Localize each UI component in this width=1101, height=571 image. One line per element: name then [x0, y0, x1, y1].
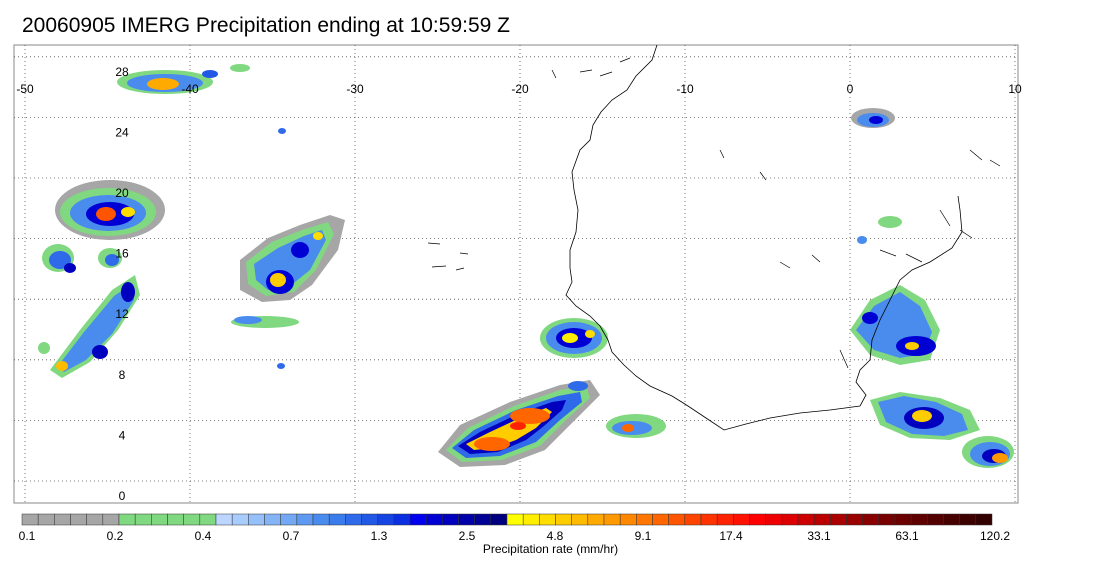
coastline-west-africa — [565, 45, 963, 431]
colorbar-swatch — [86, 513, 104, 526]
colorbar-swatch — [522, 513, 540, 526]
colorbar-swatch — [684, 513, 702, 526]
colorbar-swatch — [328, 513, 346, 526]
colorbar-swatch — [749, 513, 766, 526]
latitude-label: 16 — [115, 247, 129, 261]
colorbar-swatch — [603, 513, 621, 526]
colorbar-swatch — [54, 513, 71, 526]
longitude-label: 0 — [847, 82, 854, 96]
colorbar-swatch — [700, 513, 718, 526]
colorbar-tick-label: 0.7 — [283, 529, 300, 543]
colorbar-label: Precipitation rate (mm/hr) — [482, 542, 619, 556]
latitude-label: 28 — [115, 65, 129, 79]
colorbar-swatch — [474, 513, 492, 526]
colorbar-swatch — [296, 513, 314, 526]
colorbar-swatch — [215, 513, 233, 526]
map-title: 20060905 IMERG Precipitation ending at 1… — [22, 14, 510, 37]
colorbar-swatch — [312, 513, 330, 526]
colorbar-swatch — [668, 513, 686, 526]
colorbar-swatch — [393, 513, 411, 526]
colorbar-swatch — [458, 513, 475, 526]
latitude-label: 20 — [115, 186, 129, 200]
colorbar-swatch — [733, 513, 750, 526]
latitude-label: 8 — [119, 368, 126, 382]
colorbar-tick-label: 0.2 — [107, 529, 124, 543]
colorbar-swatch — [539, 513, 556, 526]
latitude-label: 24 — [115, 125, 129, 139]
latitude-label: 4 — [119, 428, 126, 442]
longitude-labels: -50 -40 -30 -20 -10 0 10 — [16, 82, 1022, 96]
colorbar-swatch — [894, 513, 912, 526]
colorbar-swatch — [830, 513, 847, 526]
colorbar-swatch — [102, 513, 120, 526]
colorbar-swatch — [442, 513, 459, 526]
colorbar-swatch — [199, 513, 217, 526]
longitude-label: -40 — [181, 82, 199, 96]
longitude-label: -20 — [511, 82, 529, 96]
colorbar-swatch — [21, 513, 39, 526]
colorbar-swatch — [975, 513, 993, 526]
colorbar-swatch — [587, 513, 605, 526]
colorbar-swatch — [134, 513, 152, 526]
colorbar-tick-label: 4.8 — [547, 529, 564, 543]
longitude-label: -10 — [676, 82, 694, 96]
colorbar-swatch — [409, 513, 427, 526]
colorbar-swatch — [425, 513, 443, 526]
colorbar-swatch — [118, 513, 136, 526]
latitude-label: 0 — [119, 489, 126, 503]
graticule-grid — [14, 45, 1018, 503]
colorbar-swatch — [70, 513, 87, 526]
colorbar-swatch — [231, 513, 249, 526]
colorbar-swatch — [555, 513, 572, 526]
colorbar-swatch — [248, 513, 265, 526]
colorbar-tick-label: 0.4 — [195, 529, 212, 543]
colorbar-swatch — [716, 513, 734, 526]
colorbar-swatch — [490, 513, 508, 526]
longitude-label: -30 — [346, 82, 364, 96]
colorbar-swatch — [377, 513, 395, 526]
colorbar-tick-label: 2.5 — [459, 529, 476, 543]
colorbar-swatch — [167, 513, 184, 526]
colorbar-swatch — [506, 513, 524, 526]
colorbar-tick-label: 0.1 — [19, 529, 36, 543]
colorbar — [21, 513, 993, 526]
colorbar-swatch — [846, 513, 863, 526]
latitude-label: 12 — [115, 307, 129, 321]
precipitation-cells — [38, 64, 1014, 468]
colorbar-swatch — [636, 513, 653, 526]
colorbar-tick-label: 63.1 — [895, 529, 919, 543]
colorbar-swatch — [959, 513, 977, 526]
colorbar-swatch — [264, 513, 281, 526]
colorbar-swatch — [813, 513, 831, 526]
colorbar-tick-label: 9.1 — [635, 529, 652, 543]
colorbar-swatch — [910, 513, 928, 526]
colorbar-tick-label: 1.3 — [371, 529, 388, 543]
colorbar-swatch — [652, 513, 669, 526]
colorbar-swatch — [781, 513, 799, 526]
longitude-label: 10 — [1008, 82, 1022, 96]
colorbar-tick-label: 120.2 — [980, 529, 1010, 543]
colorbar-swatch — [280, 513, 298, 526]
longitude-label: -50 — [16, 82, 34, 96]
colorbar-swatch — [345, 513, 362, 526]
colorbar-tick-label: 33.1 — [807, 529, 831, 543]
colorbar-swatch — [797, 513, 815, 526]
latitude-labels: 28 24 20 16 12 8 4 0 — [115, 65, 129, 503]
colorbar-swatch — [37, 513, 55, 526]
colorbar-swatch — [765, 513, 783, 526]
colorbar-swatch — [619, 513, 637, 526]
colorbar-swatch — [878, 513, 896, 526]
colorbar-swatch — [927, 513, 944, 526]
colorbar-swatch — [862, 513, 880, 526]
colorbar-swatch — [361, 513, 378, 526]
colorbar-tick-labels: 0.1 0.2 0.4 0.7 1.3 2.5 4.8 9.1 17.4 33.1 63.1 120.… — [19, 529, 1011, 543]
colorbar-swatch — [151, 513, 168, 526]
colorbar-swatch — [571, 513, 589, 526]
colorbar-swatch — [183, 513, 201, 526]
colorbar-swatch — [943, 513, 960, 526]
colorbar-tick-label: 17.4 — [719, 529, 743, 543]
